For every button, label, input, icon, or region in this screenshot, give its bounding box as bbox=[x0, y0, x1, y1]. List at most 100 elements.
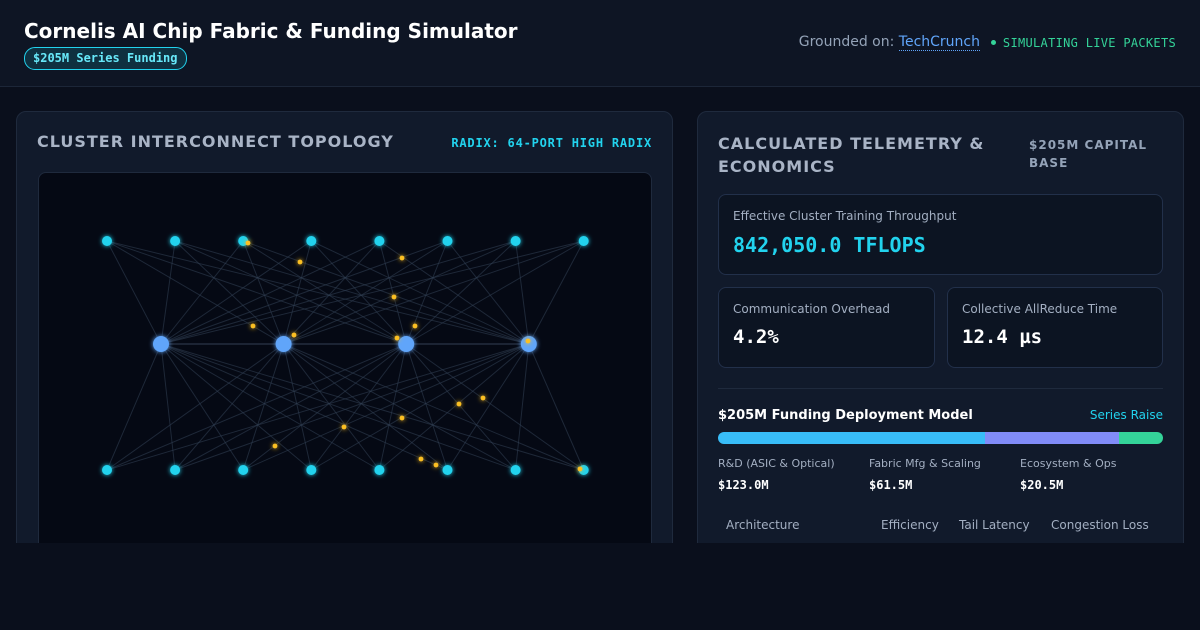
fabric-link bbox=[160, 240, 176, 345]
fabric-link bbox=[174, 240, 407, 345]
top-switch-node bbox=[102, 236, 112, 246]
fabric-link bbox=[405, 240, 516, 345]
column-congestion-loss[interactable]: Congestion Loss bbox=[1051, 518, 1149, 532]
fabric-link bbox=[528, 343, 585, 471]
fabric-link bbox=[160, 240, 448, 345]
top-switch-node bbox=[442, 236, 453, 246]
fabric-link bbox=[283, 240, 380, 345]
leaf-switch-node bbox=[102, 465, 112, 475]
app-title: Cornelis AI Chip Fabric & Funding Simula… bbox=[24, 19, 518, 43]
fabric-link bbox=[405, 343, 448, 471]
capital-base-label: $205M CAPITAL BASE bbox=[1029, 138, 1148, 170]
column-architecture[interactable]: Architecture bbox=[726, 518, 800, 532]
simulation-status: SIMULATING LIVE PACKETS bbox=[990, 36, 1176, 50]
architecture-table-header: Architecture Efficiency Tail Latency Con… bbox=[718, 509, 1163, 544]
viewport-fold bbox=[0, 543, 1200, 630]
fabric-link bbox=[160, 240, 312, 345]
app-header: Cornelis AI Chip Fabric & Funding Simula… bbox=[0, 0, 1200, 87]
fabric-link bbox=[106, 343, 407, 471]
fabric-link bbox=[283, 343, 516, 471]
allreduce-label: Collective AllReduce Time bbox=[962, 302, 1118, 316]
grounded-source: Grounded on: TechCrunch bbox=[798, 34, 980, 51]
allocation-segment-mfg bbox=[985, 432, 1119, 444]
live-dot-icon bbox=[990, 40, 996, 45]
spine-switch-node bbox=[398, 336, 415, 352]
section-divider bbox=[718, 388, 1163, 389]
column-tail-latency[interactable]: Tail Latency bbox=[959, 518, 1030, 532]
packet-dot bbox=[394, 335, 400, 341]
radix-label: RADIX: 64-PORT HIGH RADIX bbox=[451, 136, 652, 150]
leaf-switch-node bbox=[238, 465, 249, 475]
fabric-link bbox=[515, 343, 530, 471]
fabric-link bbox=[378, 343, 407, 471]
fabric-link bbox=[160, 240, 380, 345]
fabric-link bbox=[283, 240, 516, 345]
allreduce-card: Collective AllReduce Time 12.4 µs bbox=[947, 287, 1163, 368]
packet-dot bbox=[480, 395, 486, 401]
fabric-link bbox=[242, 240, 407, 345]
simulation-status-text: SIMULATING LIVE PACKETS bbox=[1002, 36, 1176, 50]
fabric-link bbox=[447, 343, 530, 471]
funding-badge: $205M Series Funding bbox=[24, 47, 187, 70]
topology-title: CLUSTER INTERCONNECT TOPOLOGY bbox=[37, 132, 394, 151]
leaf-switch-node bbox=[442, 465, 453, 475]
fabric-link bbox=[310, 343, 407, 471]
allocation-ops: Ecosystem & Ops $20.5M bbox=[1020, 457, 1116, 492]
packet-dot bbox=[297, 259, 303, 265]
overhead-card: Communication Overhead 4.2% bbox=[718, 287, 935, 368]
packet-dot bbox=[418, 456, 424, 462]
overhead-value: 4.2% bbox=[733, 326, 779, 348]
source-link[interactable]: TechCrunch bbox=[898, 34, 980, 51]
fabric-link bbox=[378, 240, 407, 345]
spine-switch-node bbox=[153, 336, 169, 352]
fabric-link bbox=[160, 343, 584, 471]
leaf-switch-node bbox=[374, 465, 385, 475]
fabric-link bbox=[405, 240, 584, 345]
fabric-link bbox=[106, 240, 407, 345]
allocation-segment-rnd bbox=[718, 432, 985, 444]
top-switch-node bbox=[578, 236, 589, 246]
column-efficiency[interactable]: Efficiency bbox=[881, 518, 939, 532]
allocation-name: Fabric Mfg & Scaling bbox=[869, 457, 981, 470]
fabric-link bbox=[242, 240, 285, 345]
overhead-label: Communication Overhead bbox=[733, 302, 891, 316]
packet-dot bbox=[291, 332, 297, 338]
fabric-link bbox=[160, 343, 312, 471]
fabric-link bbox=[283, 343, 380, 471]
fabric-link bbox=[160, 343, 516, 471]
fabric-link bbox=[160, 343, 244, 471]
allocation-value: $20.5M bbox=[1020, 478, 1064, 492]
fabric-link bbox=[379, 343, 530, 471]
topology-graph[interactable] bbox=[39, 173, 651, 553]
fabric-link bbox=[243, 240, 529, 345]
top-switch-node bbox=[374, 236, 385, 246]
fabric-link bbox=[447, 240, 530, 345]
fabric-link bbox=[160, 343, 380, 471]
fabric-link bbox=[310, 240, 407, 345]
topology-canvas[interactable] bbox=[38, 172, 652, 554]
fabric-link bbox=[405, 343, 584, 471]
fabric-link bbox=[283, 343, 312, 471]
fabric-link bbox=[160, 240, 516, 345]
packet-dot bbox=[250, 323, 256, 329]
grounded-prefix: Grounded on: bbox=[798, 34, 899, 50]
leaf-switch-node bbox=[170, 465, 181, 475]
fabric-link bbox=[160, 343, 448, 471]
funding-allocation-bar bbox=[718, 432, 1163, 444]
allocation-value: $61.5M bbox=[869, 478, 913, 492]
fabric-link bbox=[283, 343, 584, 471]
fabric-link bbox=[174, 240, 284, 345]
throughput-label: Effective Cluster Training Throughput bbox=[733, 209, 957, 223]
fabric-link bbox=[174, 240, 529, 345]
throughput-card: Effective Cluster Training Throughput 84… bbox=[718, 194, 1163, 275]
fabric-link bbox=[311, 240, 530, 345]
fabric-link bbox=[106, 343, 529, 471]
telemetry-panel: CALCULATED TELEMETRY & ECONOMICS $205M C… bbox=[697, 111, 1184, 553]
packet-dot bbox=[525, 338, 531, 344]
packet-dot bbox=[245, 240, 251, 246]
fabric-link bbox=[160, 240, 584, 345]
fabric-link bbox=[405, 343, 516, 471]
fabric-link bbox=[242, 343, 407, 471]
packet-dot bbox=[456, 401, 462, 407]
allocation-segment-ops bbox=[1118, 432, 1163, 444]
